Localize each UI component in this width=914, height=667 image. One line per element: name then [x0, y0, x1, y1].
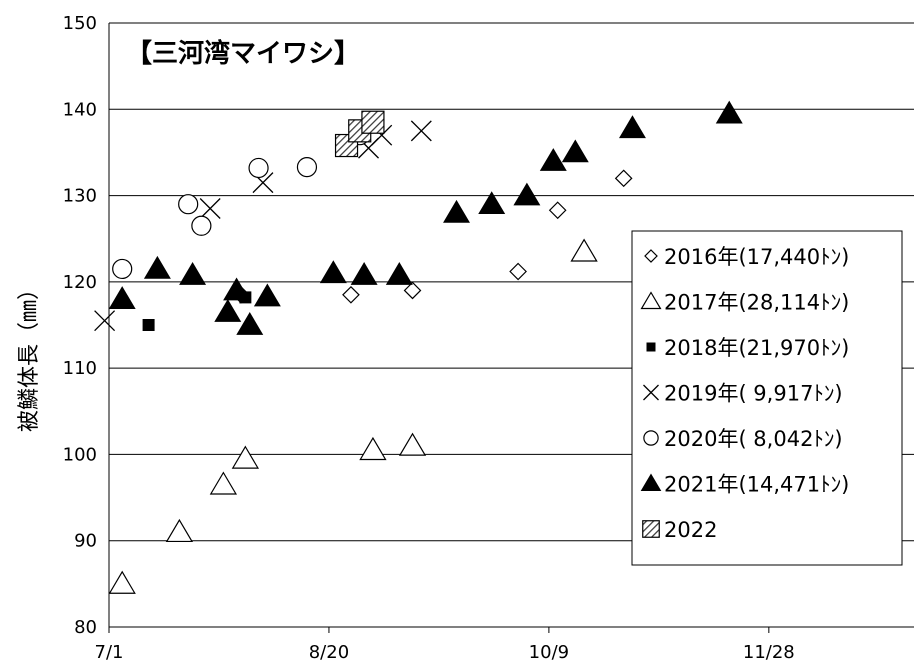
legend-label: 2021年(14,471ﾄﾝ)	[664, 473, 849, 497]
legend-marker	[642, 520, 660, 538]
data-point-series-5	[385, 261, 413, 285]
data-point-series-5	[350, 261, 378, 285]
legend-label: 2020年( 8,042ﾄﾝ)	[664, 427, 843, 451]
data-point-series-1	[108, 570, 136, 594]
chart-title: 【三河湾マイワシ】	[126, 38, 360, 69]
legend-label: 2016年(17,440ﾄﾝ)	[664, 245, 849, 269]
data-point-series-4	[178, 194, 199, 215]
data-point-series-5	[108, 286, 136, 309]
legend-marker	[640, 291, 662, 310]
data-point-series-1	[398, 432, 427, 456]
data-point-series-5	[513, 182, 541, 206]
data-point-series-4	[296, 156, 318, 178]
data-point-series-0	[509, 262, 527, 281]
legend-marker	[644, 249, 658, 263]
data-point-series-5	[618, 115, 646, 139]
y-tick-label: 130	[63, 186, 97, 207]
data-point-series-5	[223, 277, 251, 301]
legend-label: 2019年( 9,917ﾄﾝ)	[664, 382, 843, 406]
data-point-series-5	[478, 191, 506, 215]
y-tick-label: 110	[63, 358, 97, 379]
data-point-series-1	[209, 471, 238, 495]
legend-marker	[640, 473, 662, 492]
data-point-series-5	[179, 261, 207, 285]
data-point-series-5	[214, 299, 242, 322]
data-point-series-0	[548, 201, 567, 220]
data-point-series-1	[165, 518, 194, 543]
x-tick-label: 7/1	[95, 642, 124, 663]
data-point-series-0	[403, 281, 422, 300]
x-tick-label: 11/28	[743, 642, 795, 663]
data-point-series-5	[253, 283, 281, 307]
legend-marker	[643, 384, 659, 401]
data-point-series-1	[231, 445, 260, 469]
data-point-series-4	[248, 157, 269, 179]
x-tick-label: 10/9	[529, 642, 569, 663]
y-tick-label: 90	[74, 531, 97, 552]
data-point-series-5	[236, 312, 264, 335]
data-point-series-5	[443, 199, 470, 223]
y-tick-label: 120	[63, 272, 97, 293]
data-point-series-1	[570, 238, 598, 262]
y-tick-label: 150	[63, 13, 97, 34]
data-point-series-0	[614, 169, 633, 188]
y-tick-label: 80	[74, 617, 97, 638]
legend-marker	[643, 430, 659, 446]
y-tick-label: 140	[63, 99, 97, 120]
data-point-series-6	[361, 110, 385, 134]
legend: 2016年(17,440ﾄﾝ) 2017年(28,114ﾄﾝ) 2018年(21,9…	[631, 230, 903, 566]
y-axis-title: 被鱗体長（㎜）	[17, 278, 42, 432]
data-point-series-5	[319, 260, 347, 284]
data-point-series-3	[410, 120, 432, 142]
data-point-series-4	[112, 258, 133, 280]
x-tick-label: 8/20	[309, 642, 349, 663]
data-point-series-0	[342, 285, 360, 304]
data-point-series-4	[191, 215, 212, 236]
data-point-series-1	[359, 436, 387, 461]
legend-marker	[646, 342, 656, 352]
legend-box	[631, 230, 903, 566]
legend-label: 2022	[664, 518, 717, 542]
data-point-series-5	[715, 100, 743, 124]
data-point-series-3	[199, 198, 221, 219]
data-point-series-5	[561, 139, 589, 163]
legend-label: 2018年(21,970ﾄﾝ)	[664, 336, 849, 360]
data-point-series-5	[539, 148, 567, 171]
data-point-series-3	[94, 310, 116, 332]
y-tick-label: 100	[63, 444, 97, 465]
data-point-series-5	[143, 255, 171, 279]
data-points	[94, 100, 743, 594]
data-point-series-2	[142, 319, 155, 331]
axes: 80 90 100 110 120 130 140 150 7/1 8/20 10/9 11/28	[63, 13, 914, 663]
legend-label: 2017年(28,114ﾄﾝ)	[664, 291, 849, 315]
